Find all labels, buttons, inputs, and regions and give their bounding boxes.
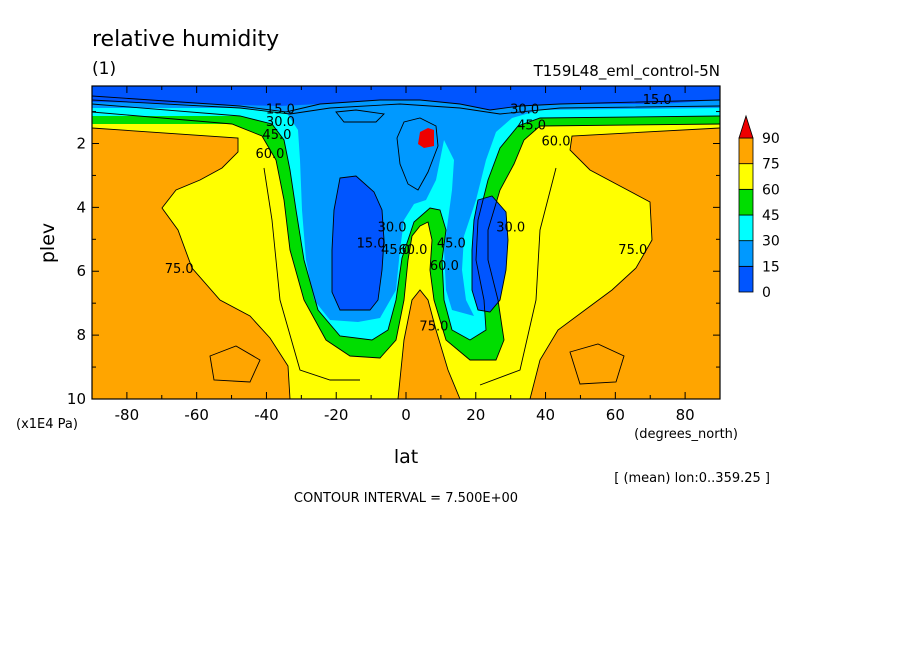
y-tick-label: 4 — [76, 198, 86, 216]
contour-label: 75.0 — [165, 262, 194, 277]
contour-field — [92, 86, 720, 399]
y-tick-label: 2 — [76, 134, 86, 152]
x-tick-label: -40 — [254, 406, 279, 424]
x-tick-label: -60 — [184, 406, 209, 424]
mean-note: [ (mean) lon:0..359.25 ] — [614, 471, 770, 486]
colorbar-label: 30 — [762, 234, 780, 250]
contour-label: 30.0 — [496, 221, 525, 236]
x-tick-label: 60 — [606, 406, 625, 424]
contour-label: 60.0 — [399, 243, 428, 258]
contour-label: 15.0 — [643, 93, 672, 108]
y-tick-label: 6 — [76, 262, 86, 280]
contour-label: 30.0 — [378, 221, 407, 236]
x-tick-label: 40 — [536, 406, 555, 424]
y-axis-units: (x1E4 Pa) — [16, 417, 78, 432]
chart-title: relative humidity — [92, 27, 279, 52]
contour-label: 75.0 — [618, 243, 647, 258]
y-tick-label: 10 — [67, 390, 86, 408]
contour-label: 15.0 — [357, 237, 386, 252]
x-axis-label: lat — [394, 446, 418, 468]
fill-75-left — [92, 128, 290, 399]
colorbar-swatch — [738, 188, 754, 216]
chart-subtitle: T159L48_eml_control-5N — [533, 62, 720, 81]
x-tick-label: 0 — [401, 406, 411, 424]
fill-75-right — [530, 128, 720, 399]
contour-label: 45.0 — [437, 237, 466, 252]
y-axis-ticks: 2 4 6 8 10 — [67, 111, 720, 408]
colorbar-label: 0 — [762, 285, 771, 301]
x-tick-label: -80 — [115, 406, 140, 424]
x-axis-units: (degrees_north) — [634, 427, 738, 442]
colorbar-label: 90 — [762, 131, 780, 147]
colorbar-label: 45 — [762, 208, 780, 224]
contour-label: 30.0 — [510, 102, 539, 117]
contour-label: 15.0 — [266, 102, 295, 117]
contour-label: 30.0 — [266, 115, 295, 130]
contour-labels: 15.030.045.060.075.015.030.045.060.075.0… — [165, 93, 672, 335]
fill-30-45 — [92, 104, 720, 340]
y-axis-label: plev — [37, 223, 59, 263]
colorbar-swatch — [738, 265, 754, 293]
colorbar: 0 15 30 45 60 75 90 — [738, 114, 780, 301]
colorbar-swatch — [738, 214, 754, 242]
colorbar-swatch — [738, 163, 754, 190]
fill-75-center — [398, 290, 460, 399]
contour-lines — [92, 95, 720, 399]
contour-label: 45.0 — [262, 128, 291, 143]
panel-label: (1) — [92, 59, 116, 79]
contour-label: 60.0 — [430, 259, 459, 274]
fill-90-red — [418, 128, 434, 148]
colorbar-arrow — [738, 114, 754, 139]
contour-label: 60.0 — [542, 134, 571, 149]
fill-0-15-left — [332, 176, 384, 310]
contour-label: 75.0 — [419, 320, 448, 335]
colorbar-swatch — [738, 137, 754, 165]
y-tick-label: 8 — [76, 326, 86, 344]
contour-label: 45.0 — [517, 118, 546, 133]
contour-interval: CONTOUR INTERVAL = 7.500E+00 — [294, 491, 518, 506]
colorbar-swatch — [738, 240, 754, 267]
colorbar-label: 75 — [762, 157, 780, 173]
fill-15-30 — [92, 96, 720, 322]
x-tick-label: 80 — [676, 406, 695, 424]
x-tick-label: 20 — [466, 406, 485, 424]
contour-label: 60.0 — [255, 147, 284, 162]
contour-label: 45.0 — [381, 243, 410, 258]
colorbar-label: 60 — [762, 182, 780, 198]
colorbar-label: 15 — [762, 259, 780, 275]
x-axis-ticks: -80 -60 -40 -20 0 20 40 60 80 — [91, 86, 721, 424]
x-tick-label: -20 — [324, 406, 349, 424]
